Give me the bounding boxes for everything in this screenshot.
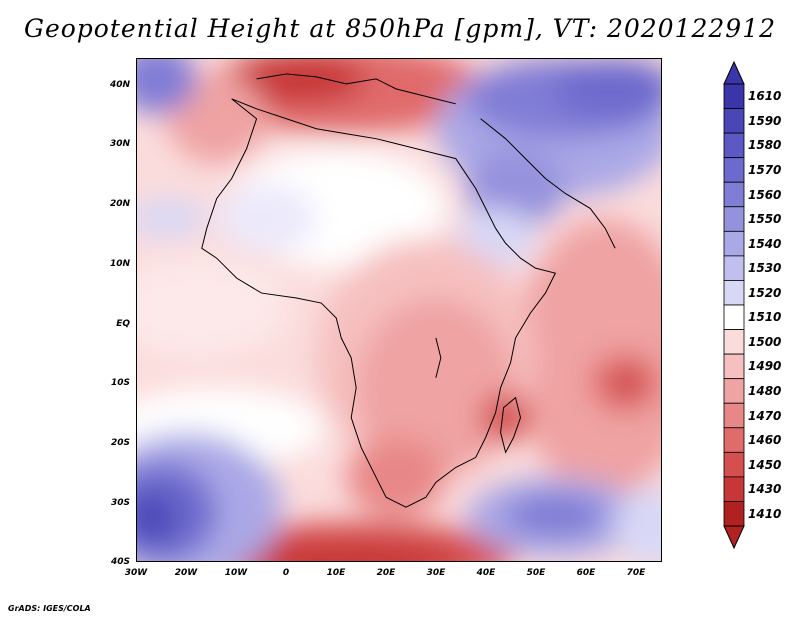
colorbar-level-label: 1430: [748, 482, 782, 497]
footer-credit: GrADS: IGES/COLA: [8, 604, 91, 613]
colorbar-level-label: 1410: [748, 506, 782, 521]
x-tick-label: 50E: [526, 568, 546, 578]
x-tick-label: 0: [282, 568, 290, 578]
colorbar-swatch: [723, 353, 745, 380]
colorbar-swatch: [723, 108, 745, 134]
colorbar-swatch: [723, 402, 745, 429]
colorbar-level-label: 1450: [748, 457, 782, 472]
x-tick-label: 30W: [124, 568, 148, 578]
colorbar-swatch: [723, 476, 745, 502]
colorbar-level-label: 1490: [748, 359, 782, 374]
y-tick-label: 30N: [109, 139, 130, 149]
x-tick-label: 20W: [174, 568, 198, 578]
y-tick-label: 10S: [110, 378, 130, 388]
x-tick-label: 30E: [426, 568, 446, 578]
x-tick-label: 40E: [476, 568, 496, 578]
x-tick-label: 60E: [576, 568, 596, 578]
colorbar-swatch: [723, 132, 745, 159]
colorbar-level-label: 1610: [748, 89, 782, 104]
colorbar-level-label: 1580: [748, 138, 782, 153]
colorbar-level-label: 1500: [748, 334, 782, 349]
colorbar-swatch: [723, 83, 745, 109]
colorbar-level-label: 1570: [748, 162, 782, 177]
colorbar-level-label: 1520: [748, 285, 782, 300]
y-tick-label: 20N: [109, 199, 130, 209]
colorbar-level-label: 1460: [748, 433, 782, 448]
colorbar-level-label: 1470: [748, 408, 782, 423]
colorbar-swatch: [723, 230, 745, 257]
colorbar-swatch: [723, 157, 745, 183]
colorbar-level-label: 1530: [748, 261, 782, 276]
y-tick-label: EQ: [116, 319, 130, 329]
colorbar-swatch: [723, 501, 745, 527]
colorbar-level-label: 1510: [748, 310, 782, 325]
x-tick-label: 10E: [326, 568, 346, 578]
colorbar-swatch: [723, 280, 745, 306]
geopotential-field-map: [137, 59, 661, 561]
y-tick-label: 20S: [110, 438, 130, 448]
y-tick-label: 30S: [110, 498, 130, 508]
y-tick-label: 10N: [109, 259, 130, 269]
colorbar-level-label: 1550: [748, 212, 782, 227]
colorbar-swatch: [723, 206, 745, 232]
colorbar-swatch: [723, 329, 745, 355]
colorbar-level-label: 1560: [748, 187, 782, 202]
colorbar-swatch: [723, 427, 745, 453]
map-panel: [136, 58, 662, 562]
map-title: Geopotential Height at 850hPa [gpm], VT:…: [23, 14, 777, 43]
y-tick-label: 40N: [109, 80, 130, 90]
colorbar-swatch: [723, 255, 745, 281]
colorbar-swatch: [723, 304, 745, 330]
colorbar-level-label: 1590: [748, 113, 782, 128]
colorbar-swatch: [723, 451, 745, 478]
colorbar: [723, 60, 745, 550]
y-tick-label: 40S: [110, 557, 130, 567]
x-tick-label: 70E: [626, 568, 646, 578]
x-tick-label: 20E: [376, 568, 396, 578]
colorbar-bottom-arrow: [723, 525, 745, 550]
colorbar-level-label: 1540: [748, 236, 782, 251]
colorbar-top-arrow: [723, 60, 745, 85]
x-tick-label: 10W: [224, 568, 248, 578]
colorbar-swatch: [723, 181, 745, 208]
colorbar-level-label: 1480: [748, 383, 782, 398]
colorbar-swatch: [723, 378, 745, 404]
coastline-outlines: [201, 73, 616, 508]
